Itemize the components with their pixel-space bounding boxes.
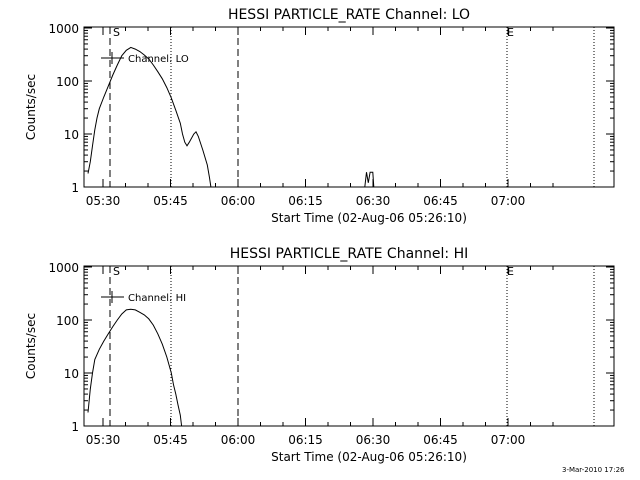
panel-2-ytick-label: 100 xyxy=(56,314,79,328)
panel-2-ytick-label: 1 xyxy=(71,420,79,434)
panel-1-series-blip xyxy=(364,171,375,188)
panel-2-plot-frame xyxy=(83,265,615,427)
panel-2-ytick-label: 1000 xyxy=(48,261,79,275)
panel-1-xlabel: Start Time (02-Aug-06 05:26:10) xyxy=(271,211,467,225)
panel-1-title: HESSI PARTICLE_RATE Channel: LO xyxy=(228,7,470,23)
footer-timestamp: 3-Mar-2010 17:26 xyxy=(562,466,625,474)
panel-2-legend-label: Channel: HI xyxy=(128,293,186,304)
panel-1-xtick-label: 06:15 xyxy=(288,194,323,208)
panel-1-ytick-label: 10 xyxy=(64,128,79,142)
panel-1-xtick-label: 05:30 xyxy=(86,194,121,208)
panel-1-ylabel: Counts/sec xyxy=(24,74,38,140)
panel-2-xtick-label: 05:30 xyxy=(86,433,121,447)
panel-2-xtick-label: 05:45 xyxy=(153,433,188,447)
panel-1-xtick-label: 06:00 xyxy=(221,194,256,208)
panel-2-xtick-label: 06:45 xyxy=(423,433,458,447)
panel-1-xtick-label: 06:30 xyxy=(356,194,391,208)
panel-2-series-line xyxy=(87,308,183,427)
panel-1-xtick-label: 07:00 xyxy=(491,194,526,208)
panel-1-xtick-label: 06:45 xyxy=(423,194,458,208)
panel-1-ytick-label: 100 xyxy=(56,75,79,89)
panel-2-xtick-label: 06:00 xyxy=(221,433,256,447)
panel-1-plot-frame xyxy=(83,26,615,188)
panel-1-series-line xyxy=(87,46,212,188)
panel-2-ylabel: Counts/sec xyxy=(24,313,38,379)
panel-2-start-marker-label: S xyxy=(113,265,120,278)
panel-2-ytick-label: 10 xyxy=(64,367,79,381)
panel-1-ytick-label: 1 xyxy=(71,181,79,195)
panel-1-start-marker-label: S xyxy=(113,26,120,39)
panel-2-title: HESSI PARTICLE_RATE Channel: HI xyxy=(230,246,468,262)
panel-2-xlabel: Start Time (02-Aug-06 05:26:10) xyxy=(271,450,467,464)
panel-1-end-marker-label: E xyxy=(507,26,514,39)
panel-1-xtick-label: 05:45 xyxy=(153,194,188,208)
panel-2-xtick-label: 07:00 xyxy=(491,433,526,447)
panel-2-end-marker-label: E xyxy=(507,265,514,278)
panel-1-legend-label: Channel: LO xyxy=(128,54,189,65)
panel-2-xtick-label: 06:30 xyxy=(356,433,391,447)
panel-2-xtick-label: 06:15 xyxy=(288,433,323,447)
panel-1-ytick-label: 1000 xyxy=(48,22,79,36)
